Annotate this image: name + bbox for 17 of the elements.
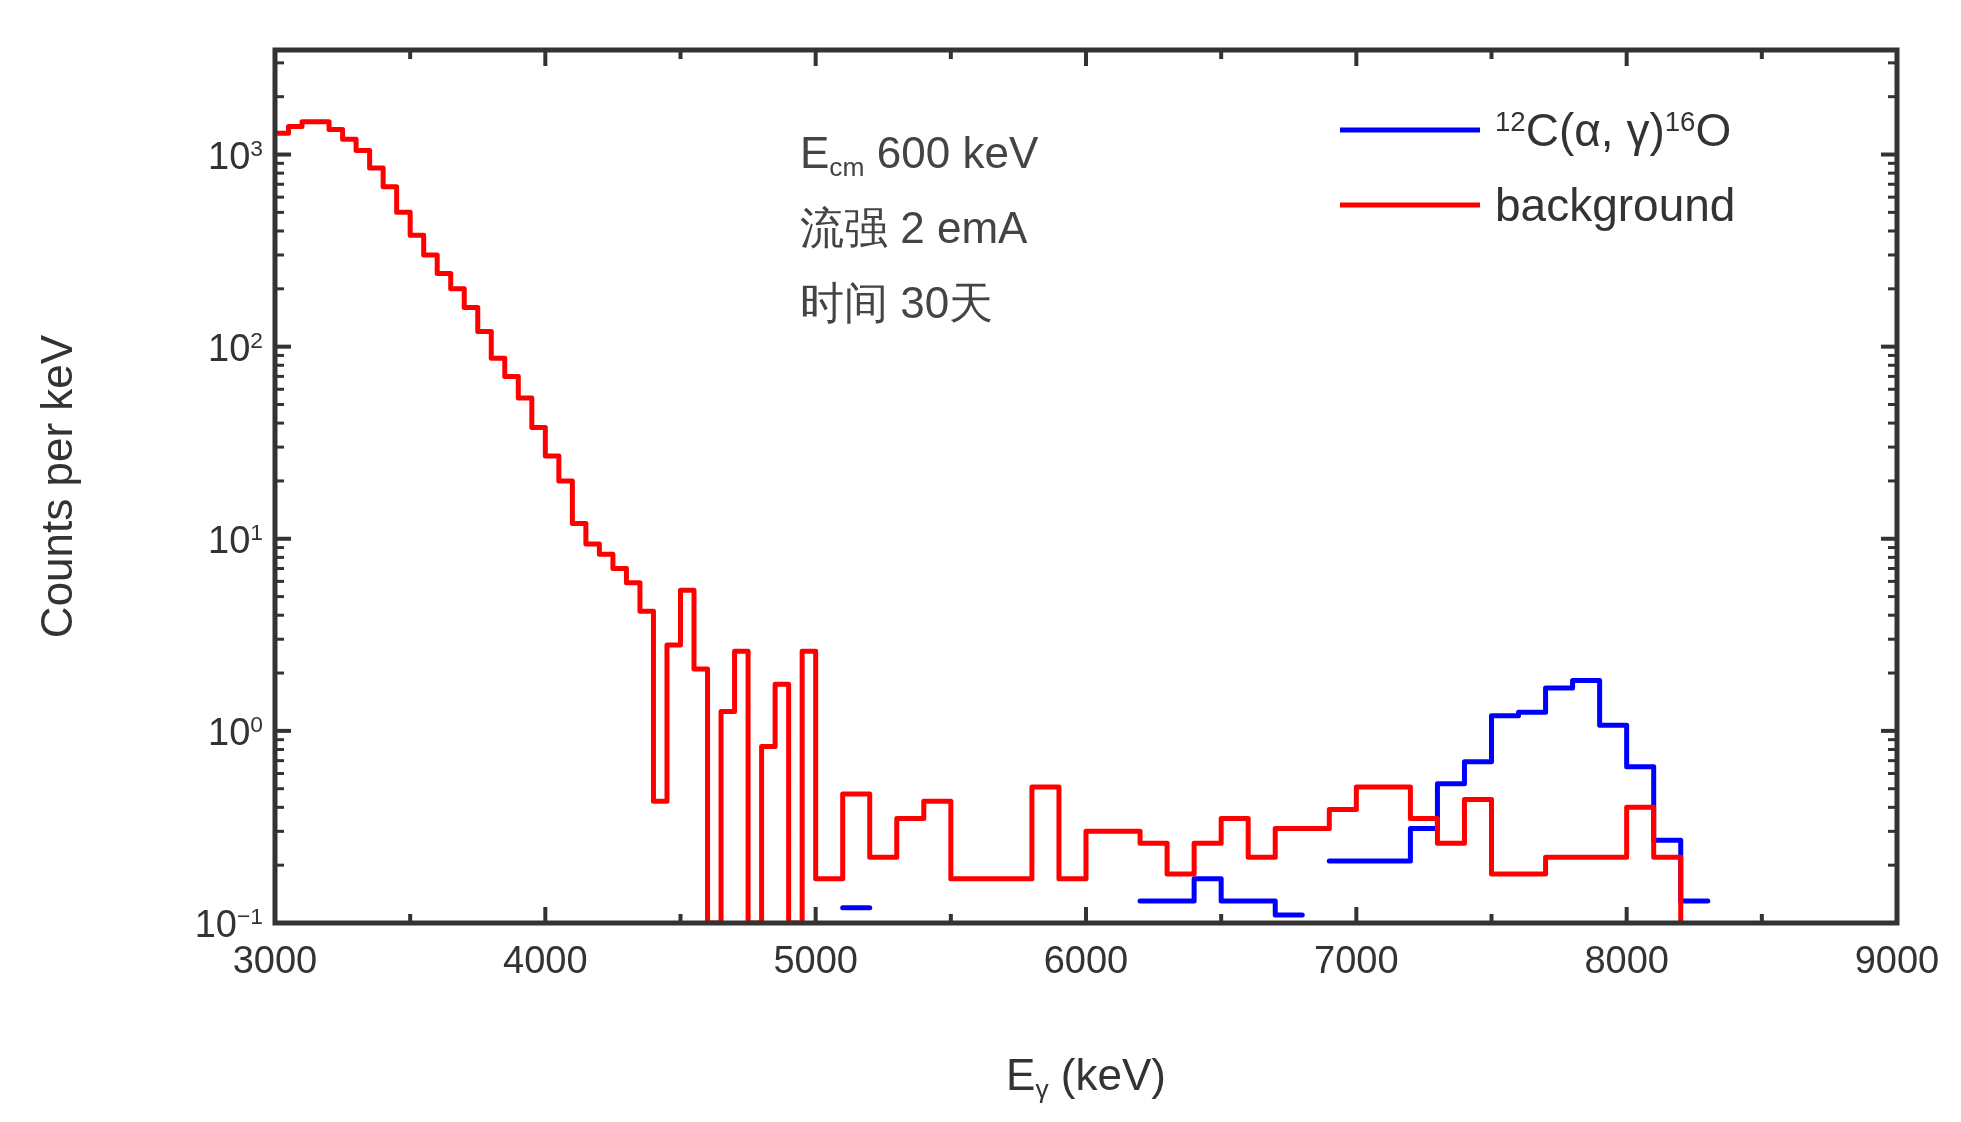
y-tick-label: 10$^{2}$: [208, 326, 263, 369]
legend-label: $^{12}$C(α, γ)$^{16}$O: [1495, 104, 1732, 156]
legend-label: background: [1495, 179, 1736, 231]
x-tick-label: 4000: [503, 939, 588, 981]
y-tick-label: 10$^{1}$: [208, 518, 263, 561]
x-axis-title: E$_{γ}$ (keV): [1006, 1050, 1166, 1104]
x-tick-label: 9000: [1854, 939, 1940, 981]
annotation: E$_{cm}$ 600 keV: [800, 128, 1039, 182]
x-tick-label: 7000: [1314, 939, 1399, 981]
x-tick-label: 8000: [1584, 939, 1669, 981]
y-tick-label: 10$^{3}$: [208, 134, 263, 177]
y-axis-title: Counts per keV: [32, 334, 81, 639]
y-tick-label: 10$^{0}$: [208, 710, 263, 753]
annotation: 时间 30天: [800, 278, 994, 327]
x-tick-label: 6000: [1043, 939, 1129, 981]
x-tick-label: 5000: [773, 939, 858, 981]
annotation: 流强 2 emA: [800, 203, 1029, 252]
